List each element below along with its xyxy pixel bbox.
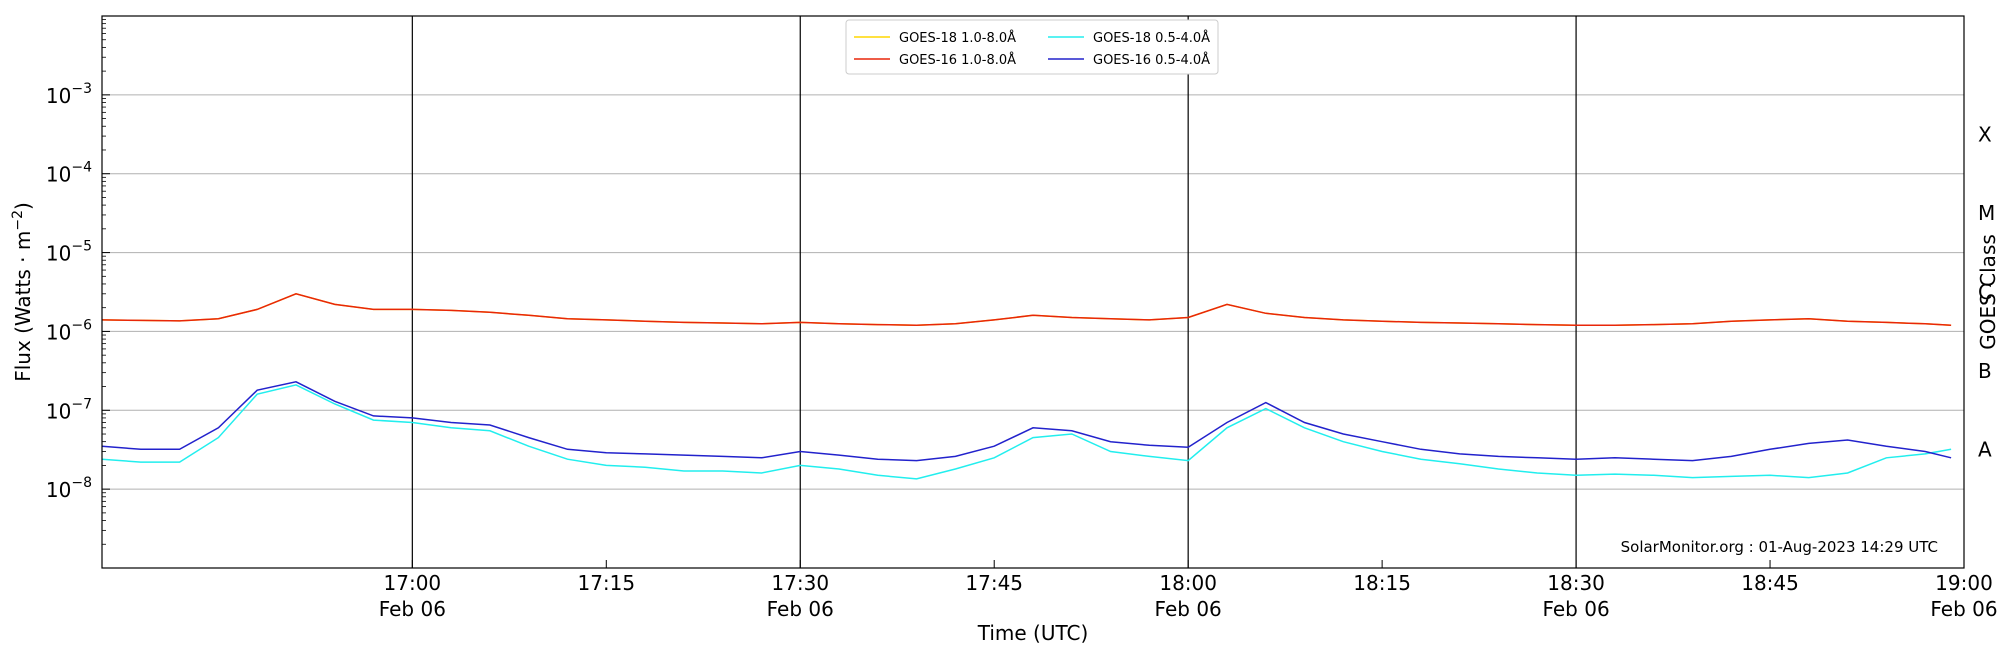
y-axis-label-main: Flux (Watts · m: [11, 231, 35, 382]
y-tick-exponent: −3: [71, 81, 92, 97]
legend-entry: GOES-16 0.5-4.0Å: [1093, 52, 1210, 68]
y-tick-label: 10−7: [46, 396, 92, 423]
right-axis-label: GOES Class: [1976, 234, 2000, 350]
y-tick-exponent: −7: [71, 396, 92, 412]
x-tick-label: 17:15: [577, 571, 635, 595]
y-tick-base: 10: [46, 242, 71, 266]
legend-entry: GOES-18 0.5-4.0Å: [1093, 30, 1210, 46]
legend: GOES-18 1.0-8.0Å GOES-18 0.5-4.0Å GOES-16 …: [845, 19, 1219, 75]
legend-box: [845, 19, 1219, 75]
series-line-3: [101, 381, 1952, 462]
x-tick-label: 18:00: [1159, 571, 1217, 595]
x-tick-date: Feb 06: [1155, 597, 1222, 621]
x-tick-label: 18:30: [1547, 571, 1605, 595]
y-tick-base: 10: [46, 84, 71, 108]
credit-text: SolarMonitor.org : 01-Aug-2023 14:29 UTC: [1621, 538, 1938, 556]
x-tick-label: 17:30: [771, 571, 829, 595]
y-tick-exponent: −5: [71, 239, 92, 255]
x-tick-label: 17:45: [965, 571, 1023, 595]
y-tick-base: 10: [46, 163, 71, 187]
y-tick-exponent: −4: [71, 160, 92, 176]
goes-class-label: B: [1978, 359, 1992, 383]
x-tick-label: 18:45: [1741, 571, 1799, 595]
y-tick-label: 10−6: [46, 317, 92, 344]
series-line-1: [101, 293, 1952, 326]
goes-class-label: M: [1978, 201, 1995, 225]
goes-class-label: C: [1978, 280, 1992, 304]
y-tick-label: 10−5: [46, 239, 92, 266]
x-tick-date: Feb 06: [379, 597, 446, 621]
y-tick-label: 10−3: [46, 81, 92, 108]
x-tick-label: 19:00: [1935, 571, 1993, 595]
y-tick-base: 10: [46, 399, 71, 423]
y-tick-base: 10: [46, 320, 71, 344]
plot-frame: [101, 15, 1965, 569]
y-axis-label-exponent: −2: [10, 210, 26, 231]
y-tick-base: 10: [46, 478, 71, 502]
y-axis-label: Flux (Watts · m−2): [10, 202, 35, 382]
x-axis-label: Time (UTC): [977, 621, 1089, 645]
y-tick-label: 10−4: [46, 160, 92, 187]
goes-class-labels: A B C M X: [1978, 122, 1995, 461]
y-axis-ticks: 10−810−710−610−510−410−3: [46, 19, 110, 545]
series-line-2: [101, 384, 1952, 480]
legend-entry: GOES-16 1.0-8.0Å: [899, 52, 1016, 68]
y-tick-exponent: −8: [71, 475, 92, 491]
goes-class-label: A: [1978, 438, 1992, 462]
x-tick-label: 17:00: [384, 571, 442, 595]
goes-class-label: X: [1978, 122, 1992, 146]
legend-entry: GOES-18 1.0-8.0Å: [899, 30, 1016, 46]
y-tick-label: 10−8: [46, 475, 92, 502]
series-lines: [101, 293, 1952, 480]
y-tick-exponent: −6: [71, 317, 92, 333]
x-tick-date: Feb 06: [767, 597, 834, 621]
y-axis-label-close: ): [11, 202, 35, 210]
x-tick-date: Feb 06: [1542, 597, 1609, 621]
x-tick-label: 18:15: [1353, 571, 1411, 595]
x-tick-date: Feb 06: [1930, 597, 1997, 621]
